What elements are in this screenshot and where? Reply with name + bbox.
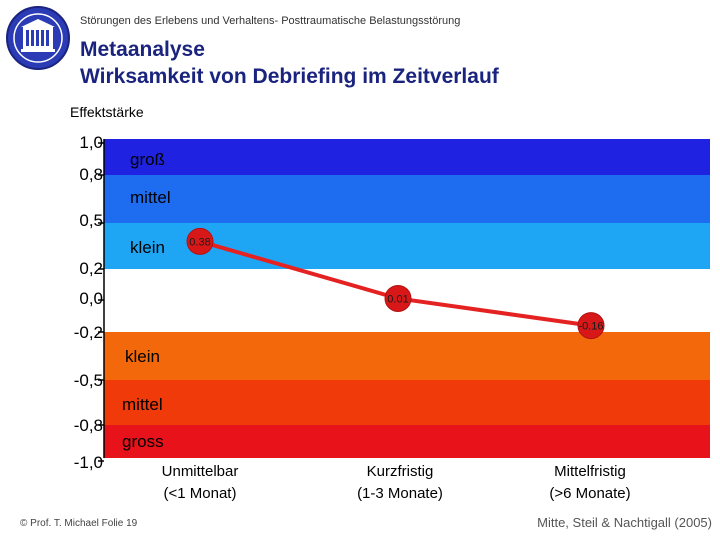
university-logo (6, 6, 70, 70)
band-label-gross-negative: gross (122, 432, 164, 451)
y-tick-label: -0,5 (73, 371, 103, 390)
y-tick-label: 0,8 (79, 165, 103, 184)
x-category-range: (>6 Monate) (549, 485, 631, 502)
band-label-mittel-positive: mittel (130, 188, 171, 207)
footer-credit: © Prof. T. Michael Folie 19 (20, 518, 138, 529)
slide-title-line1: Metaanalyse (80, 38, 205, 61)
data-label: 0.38 (189, 236, 210, 248)
x-category-name: Kurzfristig (366, 463, 434, 480)
y-tick-label: 1,0 (79, 133, 103, 152)
band-klein-negative (104, 332, 710, 380)
x-category-label-1: Unmittelbar (<1 Monat) (120, 461, 280, 505)
footer-citation: Mitte, Steil & Nachtigall (2005) (537, 515, 712, 530)
band-mittel-negative (104, 380, 710, 425)
band-label-klein-negative: klein (125, 347, 160, 366)
y-tick-label: 0,0 (79, 289, 103, 308)
data-label: 0.01 (387, 293, 408, 305)
x-category-label-2: Kurzfristig (1-3 Monate) (320, 461, 480, 505)
band-label-gross-positive: groß (130, 150, 165, 169)
band-gross-positive (104, 139, 710, 175)
x-category-name: Mittelfristig (554, 463, 626, 480)
band-gross-negative (104, 425, 710, 458)
header-subtitle: Störungen des Erlebens und Verhaltens- P… (80, 15, 461, 27)
y-tick-label: 0,2 (79, 259, 103, 278)
band-mittel-positive (104, 175, 710, 223)
x-category-range: (1-3 Monate) (357, 485, 443, 502)
x-category-label-3: Mittelfristig (>6 Monate) (510, 461, 670, 505)
y-tick-label: 0,5 (79, 211, 103, 230)
y-tick-label: -1,0 (73, 453, 103, 472)
data-point-marker (186, 227, 214, 255)
y-tick-label: -0,2 (73, 323, 103, 342)
band-label-mittel-negative: mittel (122, 395, 163, 414)
x-category-range: (<1 Monat) (163, 485, 237, 502)
band-label-klein-positive: klein (130, 238, 165, 257)
series-line (199, 239, 592, 328)
y-tick-label: -0,8 (73, 416, 103, 435)
data-label: -0.16 (578, 321, 603, 333)
slide-title-line2: Wirksamkeit von Debriefing im Zeitverlau… (80, 65, 499, 88)
x-category-name: Unmittelbar (161, 463, 239, 480)
data-point-marker (384, 284, 412, 312)
data-point-marker (577, 312, 605, 340)
y-axis-label: Effektstärke (70, 104, 144, 120)
